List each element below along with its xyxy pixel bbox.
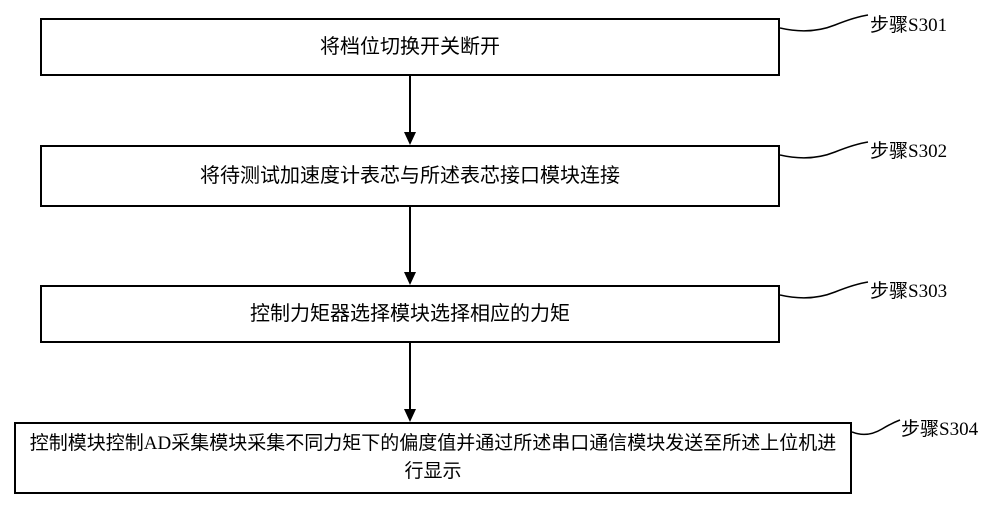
step-s301-container: 将档位切换开关断开 — [40, 18, 780, 76]
step-s304-label: 步骤S304 — [901, 414, 978, 441]
step-s302-curve — [780, 138, 870, 168]
step-s304-box: 控制模块控制AD采集模块采集不同力矩下的偏度值并通过所述串口通信模块发送至所述上… — [14, 422, 852, 494]
arrow-s303-s304 — [400, 343, 420, 423]
step-s302-label: 步骤S302 — [870, 136, 947, 163]
arrow-s301-s302 — [400, 76, 420, 146]
step-s302-text: 将待测试加速度计表芯与所述表芯接口模块连接 — [200, 161, 620, 191]
step-s303-label: 步骤S303 — [870, 276, 947, 303]
step-s301-label: 步骤S301 — [870, 10, 947, 37]
step-s303-text: 控制力矩器选择模块选择相应的力矩 — [250, 299, 570, 329]
step-s301-text: 将档位切换开关断开 — [320, 32, 500, 62]
step-s301-curve — [780, 10, 870, 40]
step-s302-container: 将待测试加速度计表芯与所述表芯接口模块连接 — [40, 145, 780, 207]
step-s303-box: 控制力矩器选择模块选择相应的力矩 — [40, 285, 780, 343]
step-s303-curve — [780, 278, 870, 308]
step-s304-curve — [852, 416, 902, 446]
step-s302-box: 将待测试加速度计表芯与所述表芯接口模块连接 — [40, 145, 780, 207]
step-s301-box: 将档位切换开关断开 — [40, 18, 780, 76]
step-s304-container: 控制模块控制AD采集模块采集不同力矩下的偏度值并通过所述串口通信模块发送至所述上… — [14, 422, 852, 494]
step-s303-container: 控制力矩器选择模块选择相应的力矩 — [40, 285, 780, 343]
arrow-s302-s303 — [400, 207, 420, 286]
step-s304-text: 控制模块控制AD采集模块采集不同力矩下的偏度值并通过所述串口通信模块发送至所述上… — [28, 430, 838, 487]
